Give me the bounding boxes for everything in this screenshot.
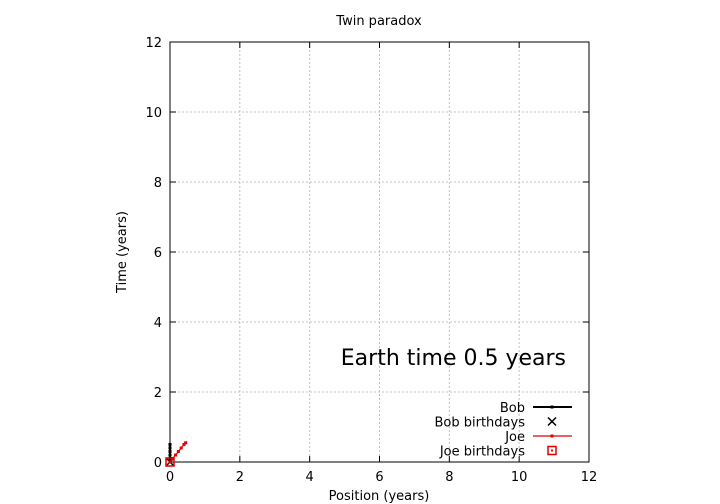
legend-marker-sample <box>547 445 557 456</box>
series <box>165 441 188 467</box>
bob-point <box>168 446 172 450</box>
y-tick-label: 4 <box>154 316 162 331</box>
legend-label: Bob birthdays <box>435 416 526 431</box>
joe-birthdays-marker <box>165 457 175 467</box>
joe-point <box>176 450 180 453</box>
bob-point <box>168 450 172 453</box>
square-outline <box>165 457 175 467</box>
legend-point-sample <box>550 434 554 438</box>
legend-point-sample <box>550 405 554 409</box>
joe-point <box>174 453 178 457</box>
x-tick-label: 12 <box>581 470 598 485</box>
legend-label: Joe <box>504 430 525 445</box>
legend-label: Joe birthdays <box>439 445 525 460</box>
earth-time-annotation: Earth time 0.5 years <box>341 346 566 371</box>
axis-ticks: 0 2 4 6 8 10 12 0 2 4 6 8 10 12 <box>145 36 597 485</box>
joe-point <box>182 443 186 446</box>
legend-item-bob-birthdays: Bob birthdays <box>435 416 557 431</box>
x-tick-label: 8 <box>445 470 453 485</box>
series-joe-birthdays <box>165 457 175 467</box>
square-center <box>169 461 171 463</box>
legend-item-joe-birthdays: Joe birthdays <box>439 445 557 460</box>
chart-title: Twin paradox <box>335 14 422 29</box>
square-center <box>551 449 553 452</box>
y-axis-label: Time (years) <box>115 211 130 294</box>
y-tick-label: 0 <box>154 456 162 471</box>
joe-point <box>179 446 183 450</box>
y-tick-label: 12 <box>145 36 162 51</box>
x-axis-label: Position (years) <box>329 489 430 504</box>
y-tick-label: 8 <box>154 176 162 191</box>
x-tick-label: 4 <box>306 470 314 485</box>
x-tick-label: 6 <box>375 470 383 485</box>
legend-label: Bob <box>500 401 525 416</box>
x-tick-label: 10 <box>511 470 528 485</box>
joe-point <box>184 441 188 445</box>
x-tick-label: 2 <box>236 470 244 485</box>
x-tick-label: 0 <box>166 470 174 485</box>
bob-point <box>168 443 172 446</box>
legend-item-bob: Bob <box>500 401 572 416</box>
legend-marker-sample <box>547 416 557 427</box>
x-stroke <box>547 416 557 427</box>
grid <box>170 42 589 462</box>
legend-item-joe: Joe <box>504 430 572 445</box>
y-tick-label: 10 <box>145 106 162 121</box>
y-tick-label: 2 <box>154 386 162 401</box>
bob-point <box>168 453 172 457</box>
y-tick-label: 6 <box>154 246 162 261</box>
square-outline <box>547 445 557 456</box>
